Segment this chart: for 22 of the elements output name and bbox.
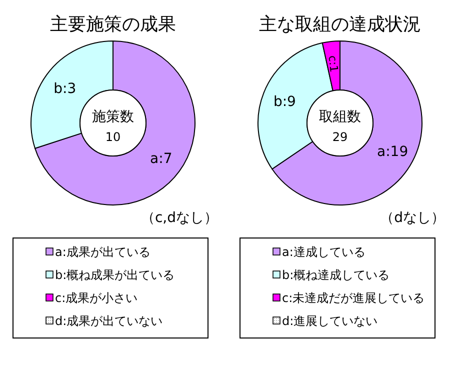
chart-title: 主要施策の成果 (50, 14, 176, 35)
data-label: a:19 (377, 144, 408, 160)
legend-label: d:成果が出ていない (55, 314, 163, 328)
legend-label: d:進展していない (282, 314, 378, 328)
data-label: b:9 (273, 94, 296, 110)
text: 取組数 (319, 109, 361, 125)
text: 10 (105, 130, 121, 144)
text: （c,dなし） (140, 210, 218, 226)
data-label: a:7 (150, 150, 172, 167)
legend-label: a:成果が出ている (55, 245, 150, 259)
legend-label: c:未達成だが進展している (282, 291, 425, 305)
text: 29 (332, 130, 348, 144)
legend-label: c:成果が小さい (55, 291, 138, 305)
chart-title: 主な取組の達成状況 (259, 14, 421, 35)
legend-label: b:概ね達成している (282, 268, 390, 282)
legend-label: b:概ね成果が出ている (55, 268, 175, 282)
data-label: c:1 (326, 54, 340, 73)
donut-slice (34, 40, 196, 206)
text: 施策数 (92, 109, 134, 125)
text: （dなし） (380, 210, 445, 226)
legend-label: a:達成している (282, 245, 366, 259)
data-label: b:3 (54, 81, 76, 98)
